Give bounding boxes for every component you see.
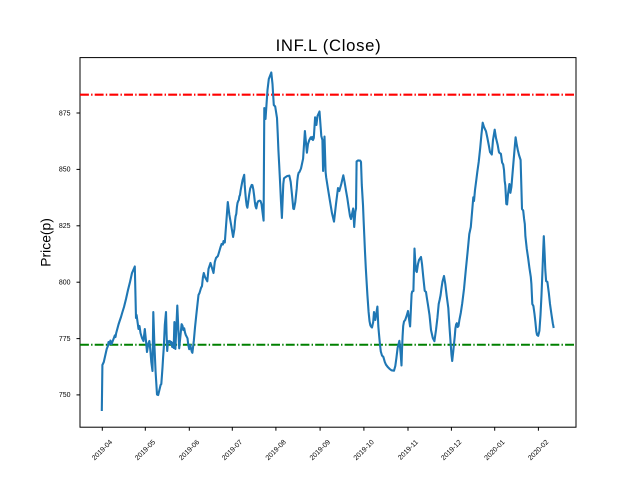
svg-text:800: 800 [59,280,71,287]
svg-text:INF.L (Close): INF.L (Close) [276,36,382,55]
svg-text:825: 825 [59,223,71,230]
svg-text:750: 750 [59,392,71,399]
svg-text:850: 850 [59,167,71,174]
svg-text:Price(p): Price(p) [38,218,54,267]
svg-text:775: 775 [59,336,71,343]
svg-text:875: 875 [59,110,71,117]
